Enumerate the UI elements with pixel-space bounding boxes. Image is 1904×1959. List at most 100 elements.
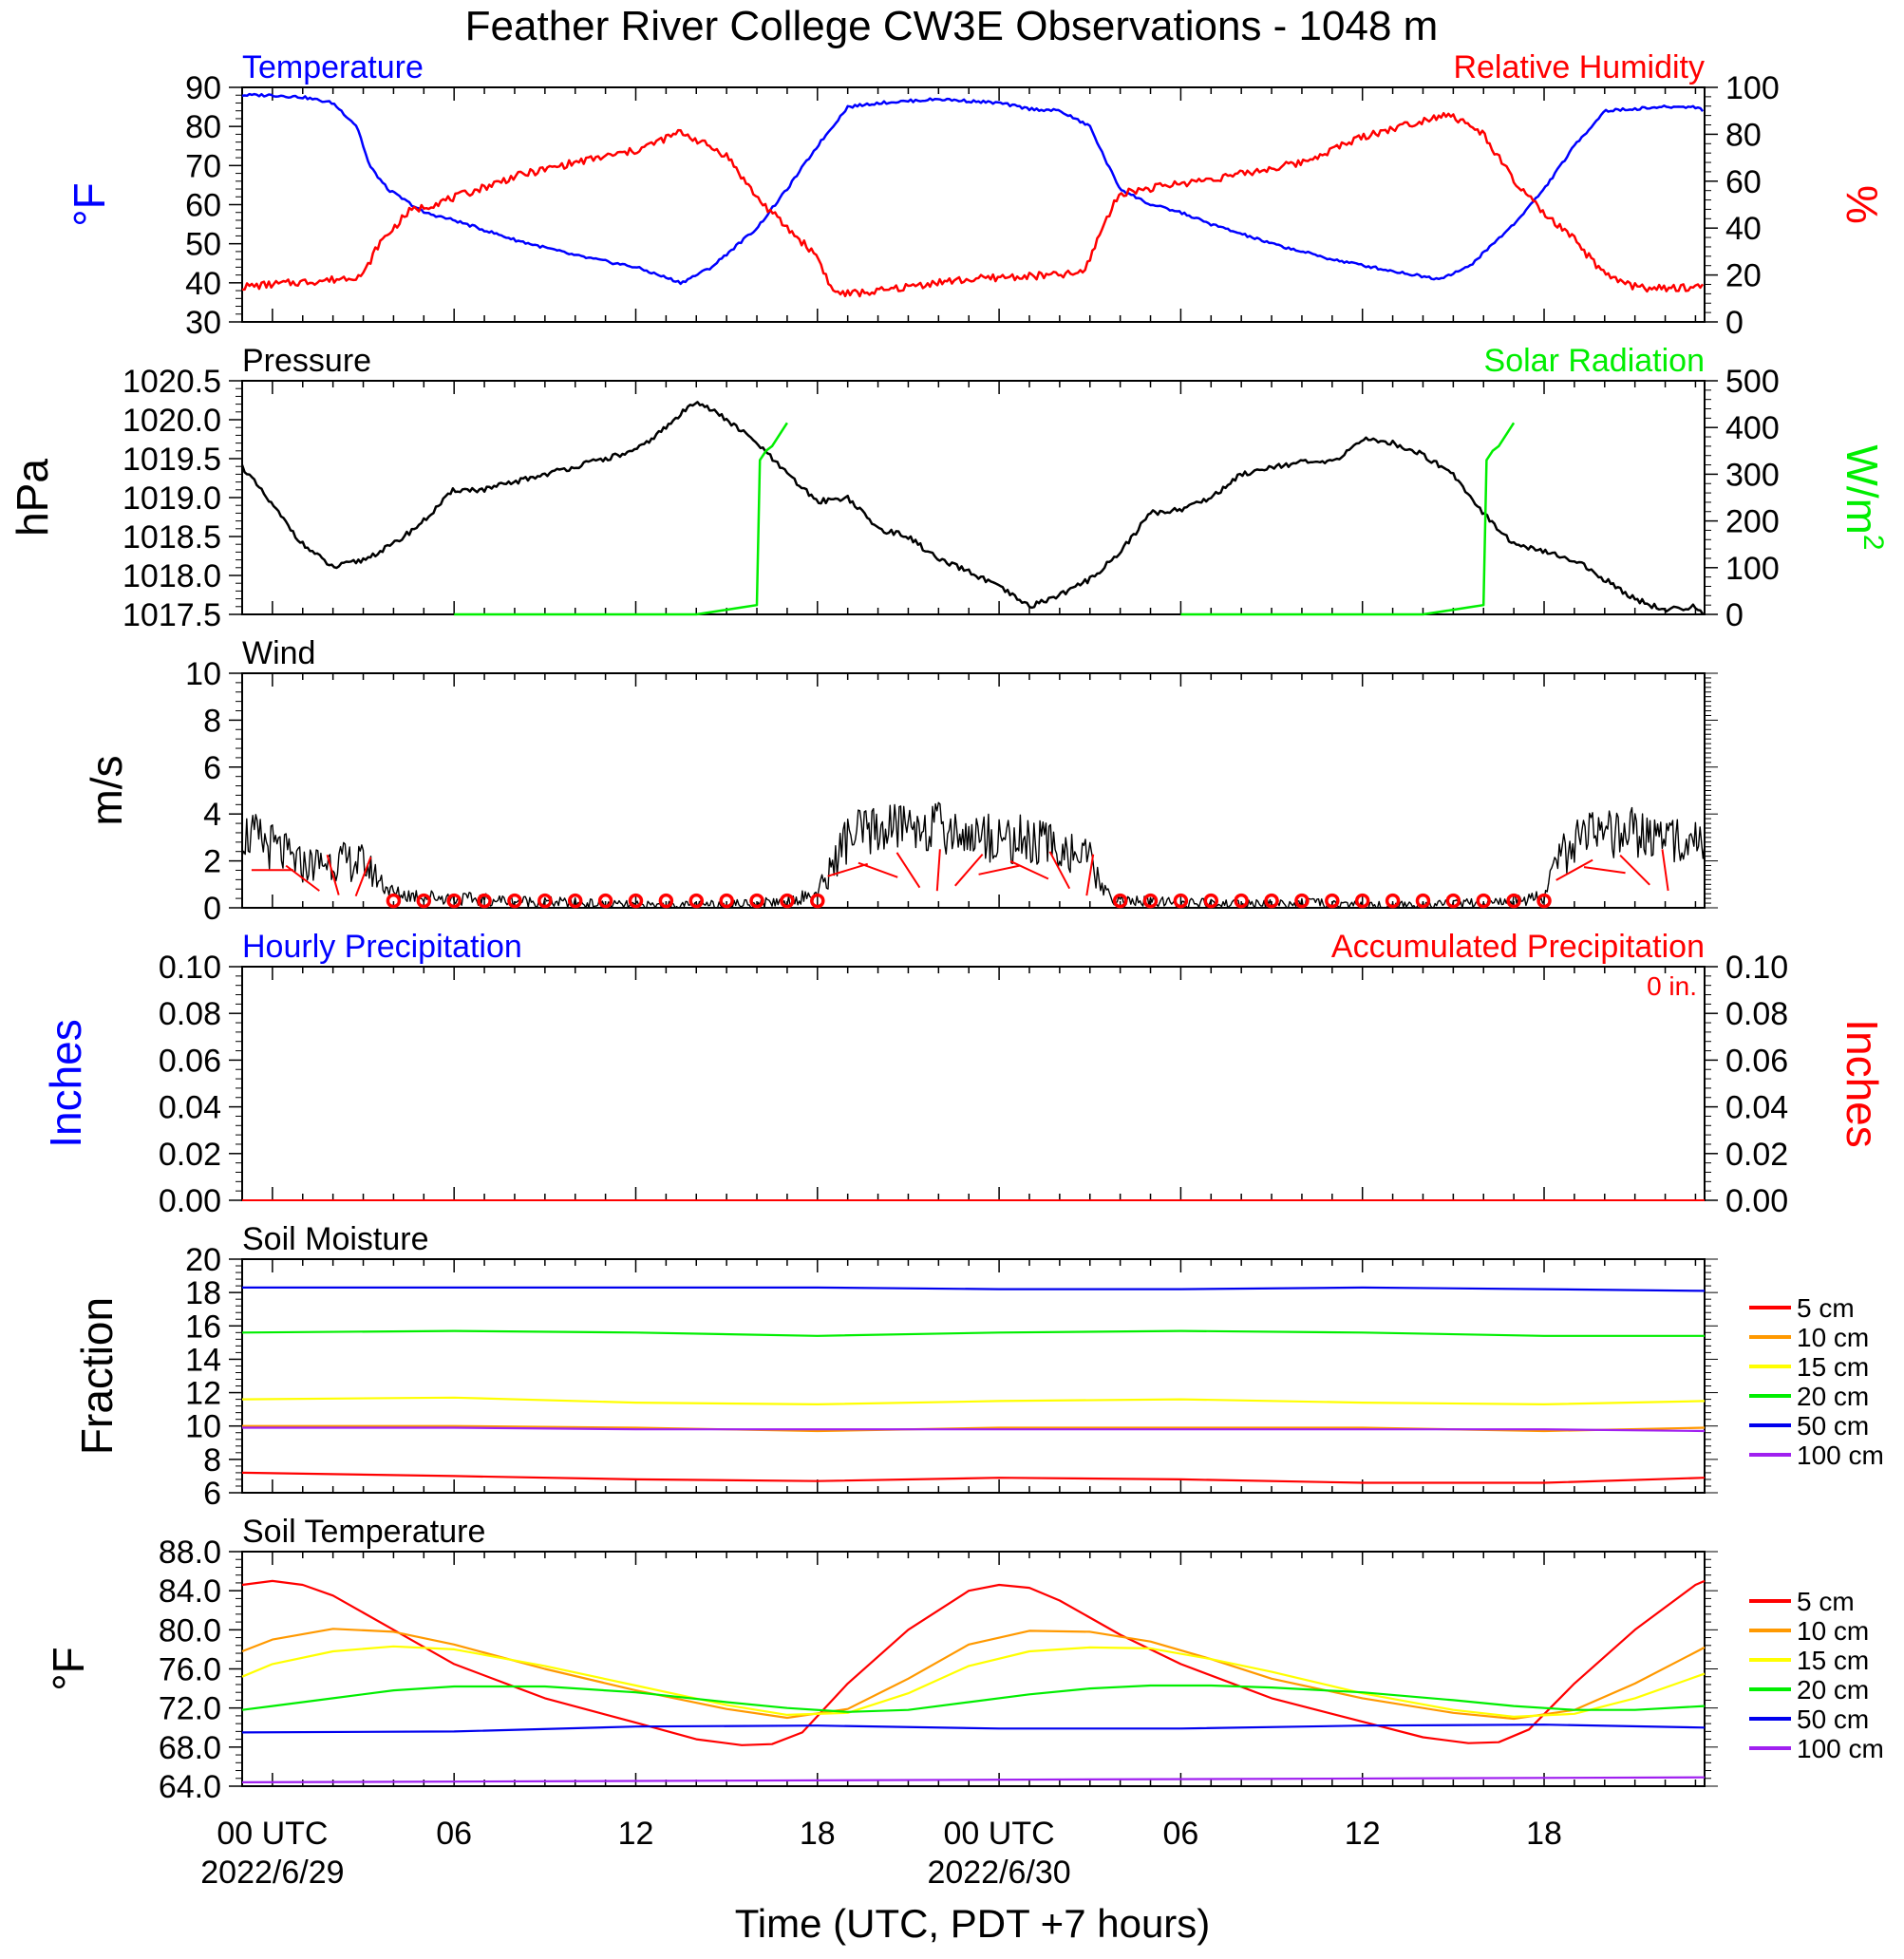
wind-calm-marker [567,893,583,909]
wind-calm-marker [1234,893,1249,909]
wind-calm-marker [416,893,432,909]
wind-barb [827,862,869,877]
wind-calm-marker [749,893,764,909]
wind-calm-marker [1325,893,1340,909]
solar-unit-base: W/m [1838,444,1887,535]
temp_rh-ytick-label: 100 [1725,70,1780,106]
soil_moisture-legend-label: 100 cm [1797,1441,1884,1470]
solar-unit-sup: 2 [1857,535,1889,551]
precip-ytick-label: 0.10 [1725,950,1788,986]
wind-calm-marker [1112,893,1128,909]
wind-calm-marker [1142,893,1159,909]
wind-calm-marker [628,893,644,909]
precip-ytick-label: 0.08 [159,996,221,1032]
temp_rh-ytick-label: 60 [185,188,221,224]
wind-calm-marker [1476,893,1491,909]
temp_rh-ytick-label: 90 [185,70,221,106]
solar-unit: W/m2 [1838,444,1889,550]
wind-calm-marker [1415,893,1431,909]
pressure-ytick-label: 0 [1725,597,1744,633]
temp_rh-ytick-label: 70 [185,148,221,184]
wind-barb [895,852,921,889]
pressure-series-solar [1180,422,1516,616]
wind-ytick-label: 6 [203,750,221,786]
wind-calm-marker [507,893,522,909]
wind-barb [1583,866,1626,875]
hourly-precip-title: Hourly Precipitation [242,929,522,965]
wind-barb [285,864,320,892]
x-tick-label: 18 [800,1816,836,1852]
wind-calm-marker [1294,893,1310,909]
temp_rh-ytick-label: 50 [185,227,221,263]
soil_moisture-legend-label: 20 cm [1797,1382,1869,1411]
wind-calm-marker [1173,893,1189,909]
soil_temp-ytick-label: 72.0 [159,1691,221,1727]
soil_temp-series-d15 [241,1645,1706,1719]
soil_temp-ytick-label: 68.0 [159,1730,221,1766]
precip-right-unit: Inches [1838,1019,1887,1148]
pressure-unit: hPa [8,459,57,537]
soil_temp-legend-label: 10 cm [1797,1616,1869,1646]
soil_temp-ytick-label: 64.0 [159,1769,221,1805]
x-tick-label: 00 UTC [217,1816,328,1852]
pressure-ytick-label: 1020.0 [123,403,221,439]
x-tick-date: 2022/6/29 [200,1855,344,1891]
temperature-title: Temperature [242,49,424,85]
soil_moisture-legend-label: 10 cm [1797,1323,1869,1352]
x-tick-label: 06 [436,1816,472,1852]
temp_rh-ytick-label: 40 [1725,211,1762,247]
soil_moisture-series-d15 [241,1396,1706,1406]
pressure-series-solar [454,422,788,616]
soil_temp-series-d50 [241,1724,1706,1734]
temp_rh-ytick-label: 40 [185,266,221,302]
soil_temp-legend-label: 100 cm [1797,1734,1884,1763]
wind-barb [935,849,941,892]
x-tick-date: 2022/6/30 [927,1855,1070,1891]
soil_moisture-ytick-label: 6 [203,1476,221,1512]
wind-calm-marker [1385,893,1401,909]
pressure-ytick-label: 300 [1725,457,1780,493]
pressure-ytick-label: 100 [1725,551,1780,587]
pressure-ytick-label: 1018.0 [123,558,221,594]
soil_moisture-frame [241,1258,1706,1494]
soil_moisture-series-d50 [242,1286,1706,1292]
wind-ytick-label: 0 [203,891,221,927]
wind-calm-marker [1445,893,1461,909]
wind-barb [1555,858,1593,881]
temp_rh-ytick-label: 80 [1725,117,1762,153]
soil_moisture-ytick-label: 20 [185,1242,221,1278]
soil_temp-legend-label: 5 cm [1797,1587,1855,1616]
soil_temp-ytick-label: 88.0 [159,1535,221,1571]
soil_temp-legend-label: 50 cm [1797,1705,1869,1734]
wind-calm-marker [597,893,613,909]
wind-barb [1048,851,1071,890]
humidity-title: Relative Humidity [1453,49,1705,85]
soil_moisture-series-d5 [241,1471,1706,1484]
soil_temp-legend-label: 15 cm [1797,1646,1869,1675]
wind-ytick-label: 10 [185,656,221,692]
soil_temp-series-d5 [241,1579,1706,1746]
pressure-series-pressure [240,401,1705,615]
wind-calm-marker [1264,893,1279,909]
pressure-ytick-label: 1017.5 [123,597,221,633]
x-tick-label: 06 [1162,1816,1198,1852]
wind-calm-marker [1354,893,1370,909]
soil_temp-ytick-label: 80.0 [159,1612,221,1648]
accum-precip-value: 0 in. [1647,971,1697,1001]
pressure-ytick-label: 1019.0 [123,480,221,517]
pressure-ytick-label: 1020.5 [123,364,221,400]
wind-barb [326,854,340,895]
soil_moisture-ytick-label: 8 [203,1442,221,1479]
temp_rh-ytick-label: 20 [1725,258,1762,294]
temp_rh-ytick-label: 30 [185,305,221,341]
soil-temp-unit: °F [44,1647,93,1691]
soil_moisture-legend-label: 15 cm [1797,1352,1869,1382]
pressure-ytick-label: 1019.5 [123,442,221,478]
wind-calm-marker [386,893,402,909]
precip-left-unit: Inches [41,1019,90,1148]
accum-precip-title: Accumulated Precipitation [1331,929,1705,965]
x-tick-label: 18 [1526,1816,1562,1852]
x-tick-label: 12 [1345,1816,1381,1852]
soil_temp-legend-label: 20 cm [1797,1675,1869,1705]
wind-ytick-label: 4 [203,797,221,833]
